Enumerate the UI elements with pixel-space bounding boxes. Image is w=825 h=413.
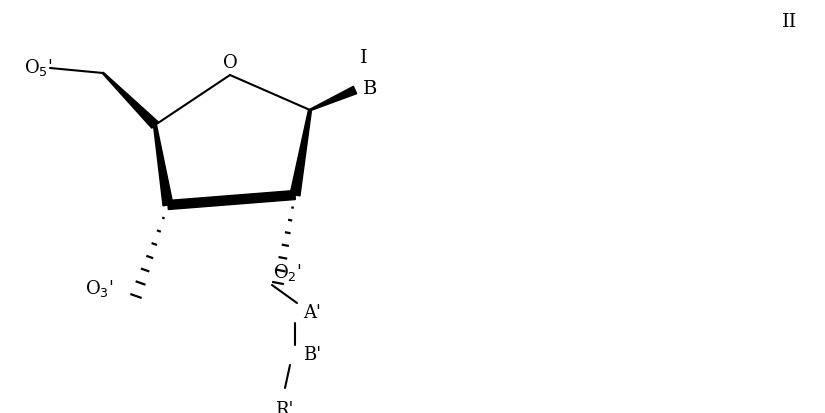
Polygon shape	[153, 125, 173, 206]
Text: B: B	[363, 80, 377, 98]
Text: O$_2$': O$_2$'	[273, 262, 302, 283]
Polygon shape	[167, 190, 295, 209]
Text: R': R'	[275, 401, 294, 413]
Text: B': B'	[303, 346, 321, 364]
Text: O$_3$': O$_3$'	[86, 278, 114, 299]
Text: A': A'	[303, 304, 321, 322]
Text: II: II	[782, 13, 798, 31]
Polygon shape	[290, 110, 312, 196]
Text: O$_5$': O$_5$'	[24, 57, 53, 78]
Text: O: O	[223, 54, 238, 72]
Polygon shape	[309, 86, 356, 111]
Polygon shape	[102, 72, 158, 128]
Text: I: I	[360, 49, 368, 67]
